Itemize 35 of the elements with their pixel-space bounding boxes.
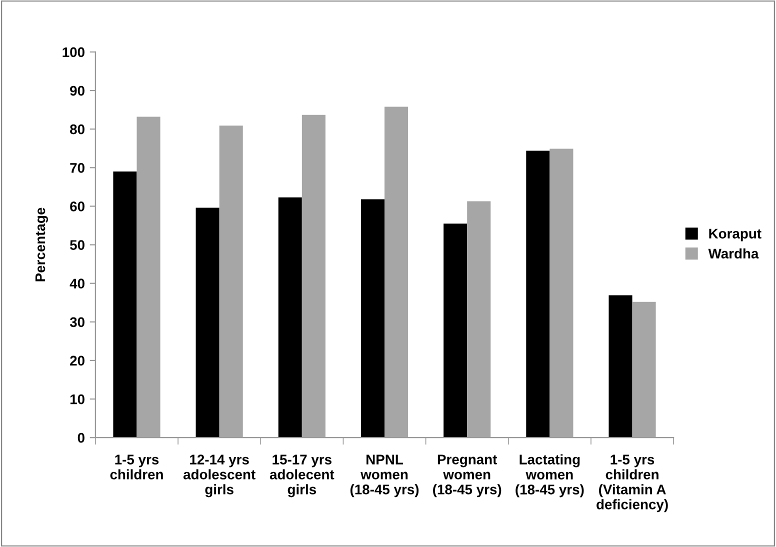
bar: [608, 295, 632, 438]
y-tick-label: 10: [70, 394, 84, 404]
bar: [526, 150, 550, 438]
y-tick-label: 40: [70, 278, 84, 289]
bar: [632, 302, 656, 438]
x-tick-label: Lactating women (18-45 yrs): [516, 454, 584, 498]
x-tick-label: 1-5 yrs children (Vitamin A deficiency): [596, 454, 668, 512]
y-tick-label: 30: [70, 317, 84, 328]
legend-label: Koraput: [709, 228, 762, 242]
y-axis-title: Percentage: [35, 208, 48, 282]
legend-label: Wardha: [708, 248, 759, 259]
y-tick-label: 0: [78, 432, 84, 443]
y-tick-label: 60: [70, 202, 84, 212]
bar: [136, 116, 160, 438]
bar: [219, 126, 243, 438]
x-tick-label: Pregnant women (18-45 yrs): [433, 454, 502, 498]
bar: [550, 148, 574, 438]
y-tick-label: 100: [62, 47, 84, 58]
bar: [113, 172, 137, 438]
bar: [467, 201, 491, 438]
x-tick-label: 1-5 yrs children: [110, 454, 163, 480]
bar: [360, 199, 385, 438]
x-tick-label: NPNL women (18-45 yrs): [350, 454, 419, 498]
y-tick-label: 80: [70, 124, 84, 134]
x-tick-label: 15-17 yrs adolecent girls: [270, 454, 334, 498]
bar: [196, 208, 220, 438]
y-tick-label: 20: [70, 356, 84, 366]
bar: [444, 224, 468, 438]
y-tick-label: 50: [70, 240, 84, 250]
bar: [384, 106, 408, 438]
y-tick-label: 90: [70, 86, 84, 96]
bar: [302, 114, 326, 438]
y-tick-label: 70: [70, 162, 84, 173]
x-tick-label: 12-14 yrs adolescent girls: [183, 454, 256, 498]
bar: [278, 197, 302, 438]
